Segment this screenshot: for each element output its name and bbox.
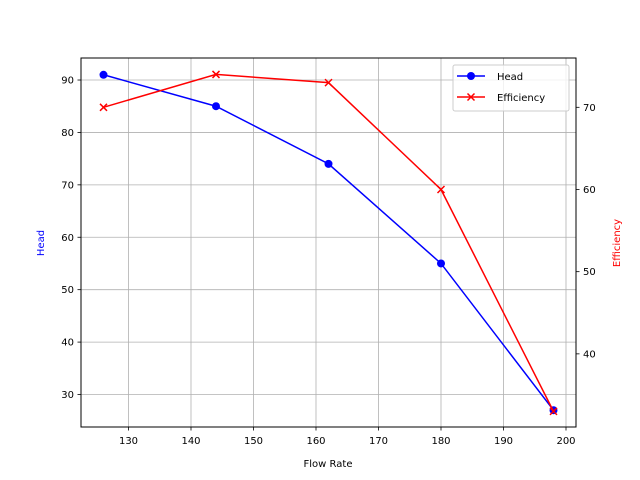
right-y-axis-label: Efficiency — [612, 219, 623, 267]
right-y-tick-label: 40 — [583, 349, 596, 360]
y-tick-label: 50 — [61, 285, 74, 296]
circle-marker-icon — [212, 102, 220, 111]
plot-series — [99, 70, 558, 416]
head-line — [103, 74, 555, 411]
y-tick-label: 40 — [61, 338, 74, 349]
x-marker-icon — [549, 407, 558, 416]
right-y-tick-label: 50 — [583, 267, 596, 278]
x-marker-icon — [436, 185, 446, 194]
x-axis-label: Flow Rate — [304, 459, 353, 470]
y-tick-label: 90 — [61, 76, 74, 87]
efficiency-line — [103, 73, 555, 412]
x-tick-label: 140 — [181, 436, 200, 447]
legend-efficiency-label: Efficiency — [497, 93, 545, 104]
legend-item-head: Head — [457, 72, 523, 83]
grid-lines — [81, 58, 576, 427]
legend-head-label: Head — [497, 72, 523, 83]
axes-frame — [80, 57, 577, 428]
circle-marker-icon — [467, 72, 475, 80]
x-tick-label: 190 — [494, 436, 513, 447]
x-marker-icon — [99, 103, 108, 112]
y-tick-label: 30 — [61, 390, 74, 401]
y-tick-label: 60 — [61, 233, 74, 244]
legend: Head Efficiency — [452, 64, 570, 112]
x-tick-label: 170 — [369, 436, 388, 447]
x-tick-label: 160 — [306, 436, 325, 447]
x-marker-icon — [466, 92, 476, 102]
right-y-axis-ticks: 40 50 60 70 — [576, 103, 596, 360]
x-axis-ticks: 130 140 150 160 170 180 190 200 — [119, 427, 576, 447]
x-marker-icon — [211, 70, 221, 79]
x-tick-label: 180 — [431, 436, 450, 447]
left-y-axis-label: Head — [36, 230, 47, 256]
x-tick-label: 150 — [244, 436, 263, 447]
circle-marker-icon — [437, 259, 445, 268]
right-y-tick-label: 70 — [583, 103, 596, 114]
circle-marker-icon — [99, 70, 108, 79]
right-y-tick-label: 60 — [583, 185, 596, 196]
circle-marker-icon — [324, 159, 333, 168]
y-tick-label: 80 — [61, 128, 74, 139]
x-marker-icon — [324, 78, 333, 87]
y-tick-label: 70 — [61, 180, 74, 191]
legend-item-efficiency: Efficiency — [457, 92, 545, 104]
x-tick-label: 130 — [119, 436, 138, 447]
left-y-axis-ticks: 30 40 50 60 70 80 90 — [61, 76, 81, 401]
x-tick-label: 200 — [556, 436, 575, 447]
